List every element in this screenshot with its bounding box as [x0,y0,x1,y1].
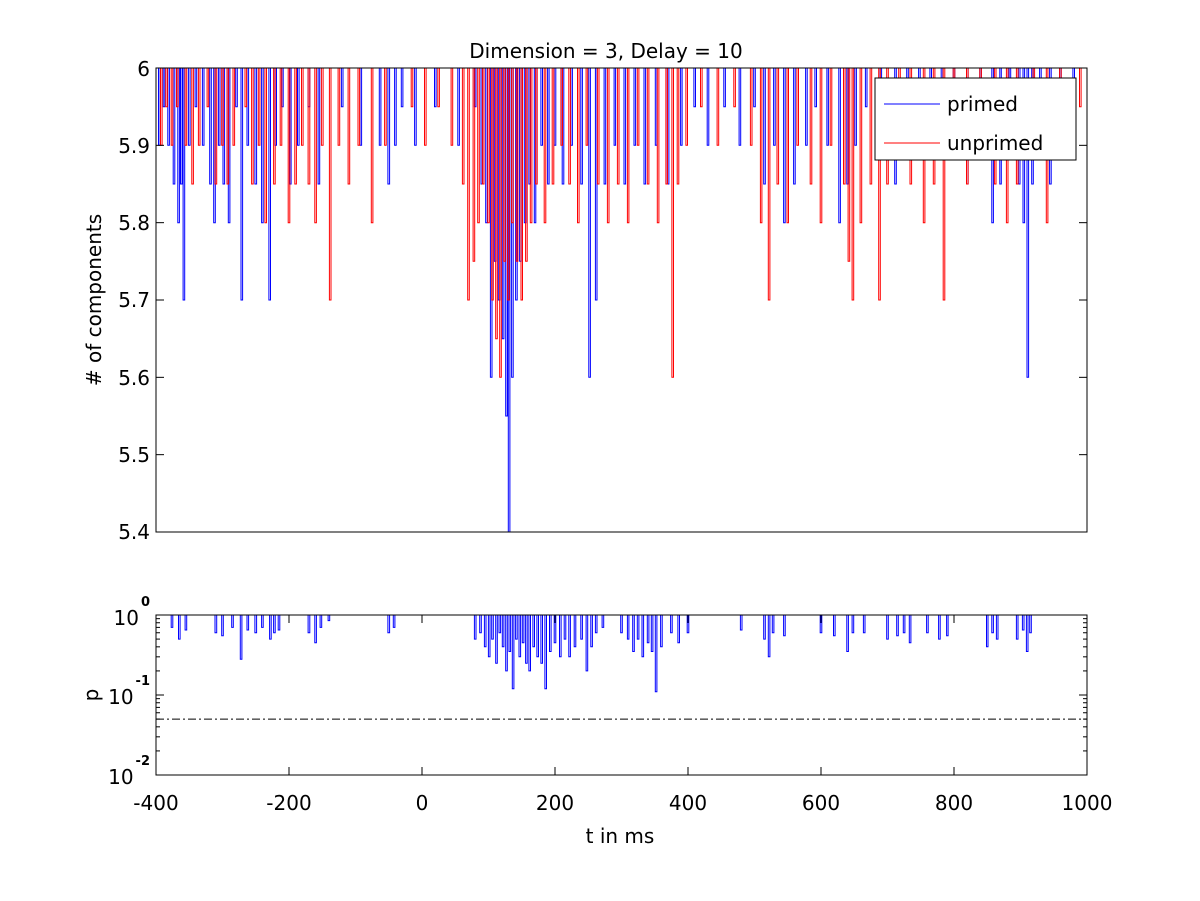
top-y-tick-label: 5.8 [118,211,150,235]
bottom-axis-ticks [155,614,1088,776]
legend: primed unprimed [874,77,1077,161]
top-y-tick-label: 5.6 [118,366,150,390]
bottom-panel: 100 10-1 10-2 p -400 -200 0 200 400 600 … [79,595,1112,848]
bottom-y-tick-labels: 100 10-1 10-2 [108,595,150,789]
x-tick-label: 1000 [1062,791,1113,815]
x-tick-label: 800 [935,791,973,815]
x-axis-label: t in ms [586,824,655,848]
x-tick-label: -400 [133,791,178,815]
bottom-y-tick-label: 100 [114,595,151,630]
top-y-axis [156,67,1087,533]
legend-label-primed: primed [947,92,1018,116]
top-y-tick-label: 5.7 [118,288,150,312]
top-y-tick-label: 5.5 [118,443,150,467]
top-y-tick-label: 5.9 [118,134,150,158]
x-tick-label: 0 [416,791,429,815]
top-y-tick-label: 6 [137,57,150,81]
legend-box [874,77,1077,161]
x-tick-labels: -400 -200 0 200 400 600 800 1000 [133,791,1112,815]
top-y-axis-label: # of components [82,214,106,386]
x-tick-label: -200 [266,791,311,815]
top-chart-title: Dimension = 3, Delay = 10 [469,39,743,63]
legend-label-unprimed: unprimed [947,131,1043,155]
bottom-y-tick-label: 10-1 [108,674,150,709]
top-y-tick-label: 5.4 [118,520,150,544]
x-tick-label: 400 [669,791,707,815]
bottom-y-axis-label: p [79,689,103,702]
bottom-y-tick-label: 10-2 [108,754,150,789]
top-panel: Dimension = 3, Delay = 10 5.4 5.5 5.6 5.… [82,39,1088,544]
x-tick-label: 200 [536,791,574,815]
top-y-tick-labels: 5.4 5.5 5.6 5.7 5.8 5.9 6 [118,57,150,544]
x-tick-label: 600 [802,791,840,815]
